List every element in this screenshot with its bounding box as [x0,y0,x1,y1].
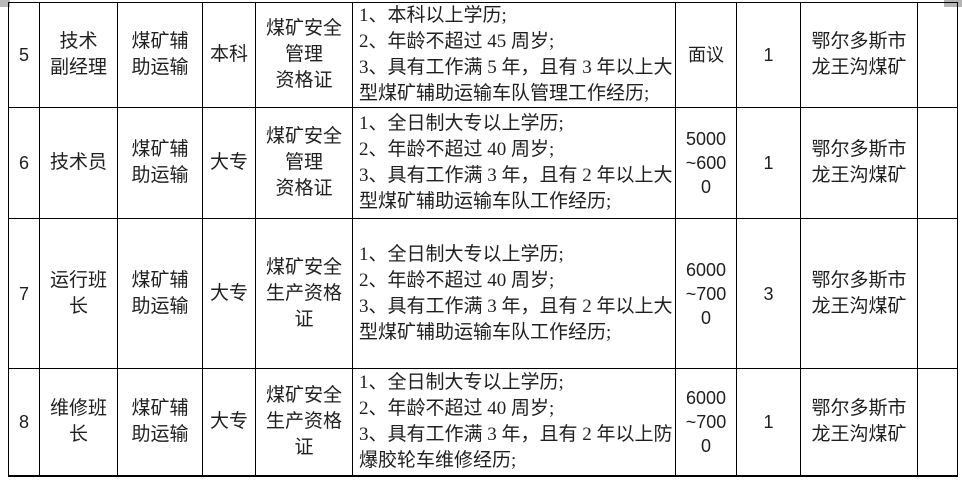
requirement-line: 1、本科以上学历; [359,5,507,26]
corner-artifact-left [0,0,10,7]
cell-note [917,107,958,219]
cell-salary: 6000~7000 [675,368,737,476]
requirement-line: 1、全日制大专以上学历; [359,371,564,393]
cell-certificate: 煤矿安全 生产资格 证 [255,368,353,476]
cell-certificate: 煤矿安全 管理 资格证 [255,107,353,219]
requirement-line: 1、全日制大专以上学历; [359,113,564,134]
job-recruitment-table: 5 技术 副经理 煤矿辅 助运输 本科 煤矿安全 管理 资格证 1、本科以上学历… [8,2,958,477]
cell-department: 煤矿辅 助运输 [117,368,203,476]
cell-note [917,368,958,476]
cell-seq: 8 [8,368,40,476]
cell-position: 技术员 [39,107,118,219]
cell-headcount: 3 [736,218,801,369]
requirement-line: 3、具有工作满 3 年，且有 2 年以上防爆胶轮车维修经历; [359,423,673,471]
cell-headcount: 1 [736,107,801,219]
requirement-line: 1、全日制大专以上学历; [359,243,564,265]
requirement-line: 3、具有工作满 3 年，且有 2 年以上大型煤矿辅助运输车队工作经历; [359,295,673,343]
requirement-line: 2、年龄不超过 40 周岁; [359,397,555,419]
cell-certificate: 煤矿安全 生产资格 证 [255,218,353,369]
cell-location: 鄂尔多斯市 龙王沟煤矿 [800,368,918,476]
table-row: 8 维修班 长 煤矿辅 助运输 大专 煤矿安全 生产资格 证 1、全日制大专以上… [8,368,958,476]
table-row: 5 技术 副经理 煤矿辅 助运输 本科 煤矿安全 管理 资格证 1、本科以上学历… [8,2,958,108]
cell-education: 本科 [202,2,256,108]
requirement-line: 3、具有工作满 3 年，且有 2 年以上大型煤矿辅助运输车队工作经历; [359,165,673,212]
cell-education: 大专 [202,218,256,369]
cell-requirements: 1、全日制大专以上学历; 2、年龄不超过 40 周岁; 3、具有工作满 3 年，… [352,107,676,219]
cell-department: 煤矿辅 助运输 [117,107,203,219]
cell-position: 技术 副经理 [39,2,118,108]
requirement-line: 2、年龄不超过 45 周岁; [359,31,555,52]
cell-seq: 7 [8,218,40,369]
requirement-line: 2、年龄不超过 40 周岁; [359,269,555,291]
cell-requirements: 1、本科以上学历; 2、年龄不超过 45 周岁; 3、具有工作满 5 年，且有 … [352,2,676,108]
cell-salary: 5000~6000 [675,107,737,219]
cell-education: 大专 [202,368,256,476]
cell-seq: 6 [8,107,40,219]
cell-location: 鄂尔多斯市 龙王沟煤矿 [800,107,918,219]
requirement-line: 3、具有工作满 5 年，且有 3 年以上大型煤矿辅助运输车队管理工作经历; [359,57,673,104]
cell-requirements: 1、全日制大专以上学历; 2、年龄不超过 40 周岁; 3、具有工作满 3 年，… [352,368,676,476]
cell-department: 煤矿辅 助运输 [117,2,203,108]
cell-department: 煤矿辅 助运输 [117,218,203,369]
cell-salary: 6000~7000 [675,218,737,369]
table-row: 7 运行班 长 煤矿辅 助运输 大专 煤矿安全 生产资格 证 1、全日制大专以上… [8,218,958,369]
cell-salary: 面议 [675,2,737,108]
cell-headcount: 1 [736,368,801,476]
cell-location: 鄂尔多斯市 龙王沟煤矿 [800,218,918,369]
table-row: 6 技术员 煤矿辅 助运输 大专 煤矿安全 管理 资格证 1、全日制大专以上学历… [8,107,958,219]
cell-certificate: 煤矿安全 管理 资格证 [255,2,353,108]
cell-headcount: 1 [736,2,801,108]
cell-seq: 5 [8,2,40,108]
cell-note [917,218,958,369]
cell-note [917,2,958,108]
cell-position: 维修班 长 [39,368,118,476]
requirement-line: 2、年龄不超过 40 周岁; [359,139,555,160]
cell-position: 运行班 长 [39,218,118,369]
cell-location: 鄂尔多斯市 龙王沟煤矿 [800,2,918,108]
cell-requirements: 1、全日制大专以上学历; 2、年龄不超过 40 周岁; 3、具有工作满 3 年，… [352,218,676,369]
cell-education: 大专 [202,107,256,219]
